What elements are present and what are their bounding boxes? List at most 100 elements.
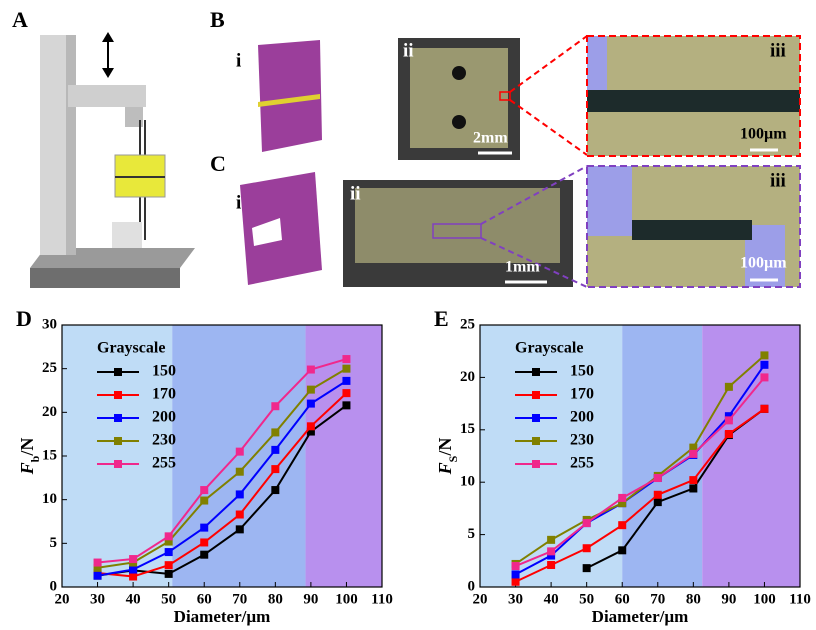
sub-label: ii — [350, 183, 361, 204]
y-label-symbol: F — [17, 462, 37, 475]
sub-label: iii — [770, 40, 786, 61]
scale-label: 100µm — [740, 126, 787, 143]
data-point — [200, 486, 208, 494]
data-point — [271, 486, 279, 494]
data-point — [342, 389, 350, 397]
legend-marker — [532, 368, 540, 376]
data-point — [236, 490, 244, 498]
data-point — [760, 351, 768, 359]
x-tick-label: 20 — [473, 591, 488, 607]
legend-title: Grayscale — [515, 340, 583, 357]
legend-label: 170 — [570, 386, 594, 403]
scale-label: 2mm — [473, 130, 508, 147]
x-tick-label: 50 — [161, 591, 176, 607]
data-point — [654, 474, 662, 482]
legend-label: 230 — [570, 432, 594, 449]
data-point — [165, 561, 173, 569]
legend-label: 200 — [570, 409, 594, 426]
sub-label: i — [236, 50, 241, 71]
x-tick-label: 90 — [303, 591, 318, 607]
legend-label: 200 — [152, 409, 176, 426]
data-point — [689, 476, 697, 484]
panel-label: E — [434, 306, 449, 331]
panel-label: C — [210, 151, 226, 176]
data-point — [307, 386, 315, 394]
data-point — [307, 400, 315, 408]
legend-marker — [532, 437, 540, 445]
legend-marker — [114, 391, 122, 399]
data-point — [512, 578, 520, 586]
data-point — [618, 521, 626, 529]
panel-a-image — [30, 32, 195, 288]
data-point — [271, 446, 279, 454]
data-point — [547, 561, 555, 569]
panel-label: B — [210, 7, 225, 32]
y-tick-label: 20 — [42, 404, 57, 420]
x-tick-label: 110 — [789, 591, 811, 607]
data-point — [129, 573, 137, 581]
x-tick-label: 70 — [232, 591, 247, 607]
data-point — [342, 365, 350, 373]
x-tick-label: 110 — [371, 591, 393, 607]
scale-label: 1mm — [505, 259, 540, 276]
data-point — [94, 572, 102, 580]
x-tick-label: 30 — [90, 591, 105, 607]
data-point — [271, 465, 279, 473]
y-tick-label: 5 — [468, 526, 476, 542]
data-point — [165, 570, 173, 578]
data-point — [760, 373, 768, 381]
x-axis-label: Diameter/µm — [174, 607, 271, 626]
x-tick-label: 40 — [126, 591, 141, 607]
x-tick-label: 70 — [650, 591, 665, 607]
legend-marker — [114, 368, 122, 376]
data-point — [583, 564, 591, 572]
x-tick-label: 60 — [615, 591, 630, 607]
data-point — [512, 570, 520, 578]
data-point — [547, 547, 555, 555]
data-point — [342, 355, 350, 363]
x-tick-label: 80 — [268, 591, 283, 607]
y-tick-label: 20 — [460, 369, 475, 385]
legend-label: 255 — [152, 455, 176, 472]
data-point — [94, 559, 102, 567]
y-tick-label: 15 — [460, 421, 475, 437]
x-tick-label: 40 — [544, 591, 559, 607]
data-point — [165, 548, 173, 556]
scale-label: 100µm — [740, 255, 787, 272]
legend-marker — [114, 414, 122, 422]
y-tick-label: 15 — [42, 447, 57, 463]
data-point — [760, 405, 768, 413]
x-tick-label: 60 — [197, 591, 212, 607]
y-tick-label: 10 — [460, 474, 475, 490]
legend-marker — [532, 460, 540, 468]
sub-label: i — [236, 192, 241, 213]
x-tick-label: 100 — [753, 591, 776, 607]
x-tick-label: 20 — [55, 591, 70, 607]
data-point — [547, 536, 555, 544]
data-point — [236, 468, 244, 476]
data-point — [725, 416, 733, 424]
data-point — [129, 566, 137, 574]
data-point — [618, 546, 626, 554]
data-point — [200, 538, 208, 546]
data-point — [654, 498, 662, 506]
data-point — [654, 491, 662, 499]
y-tick-label: 25 — [460, 316, 475, 332]
data-point — [200, 524, 208, 532]
y-tick-label: 30 — [42, 316, 57, 332]
y-axis-label: FS/N — [435, 438, 460, 476]
data-point — [236, 448, 244, 456]
data-point — [307, 422, 315, 430]
figure: A B C i ii iii 2mm 100µm i ii iii 1mm 10… — [0, 0, 816, 630]
sub-label: iii — [770, 170, 786, 191]
y-label-unit: /N — [17, 438, 37, 457]
y-tick-label: 5 — [50, 535, 58, 551]
legend-label: 230 — [152, 432, 176, 449]
y-tick-label: 10 — [42, 491, 57, 507]
data-point — [342, 377, 350, 385]
y-axis-label: Fb/N — [17, 438, 42, 476]
data-point — [618, 494, 626, 502]
panel-label: A — [12, 7, 28, 32]
y-label-unit: /N — [435, 438, 455, 457]
data-point — [583, 519, 591, 527]
